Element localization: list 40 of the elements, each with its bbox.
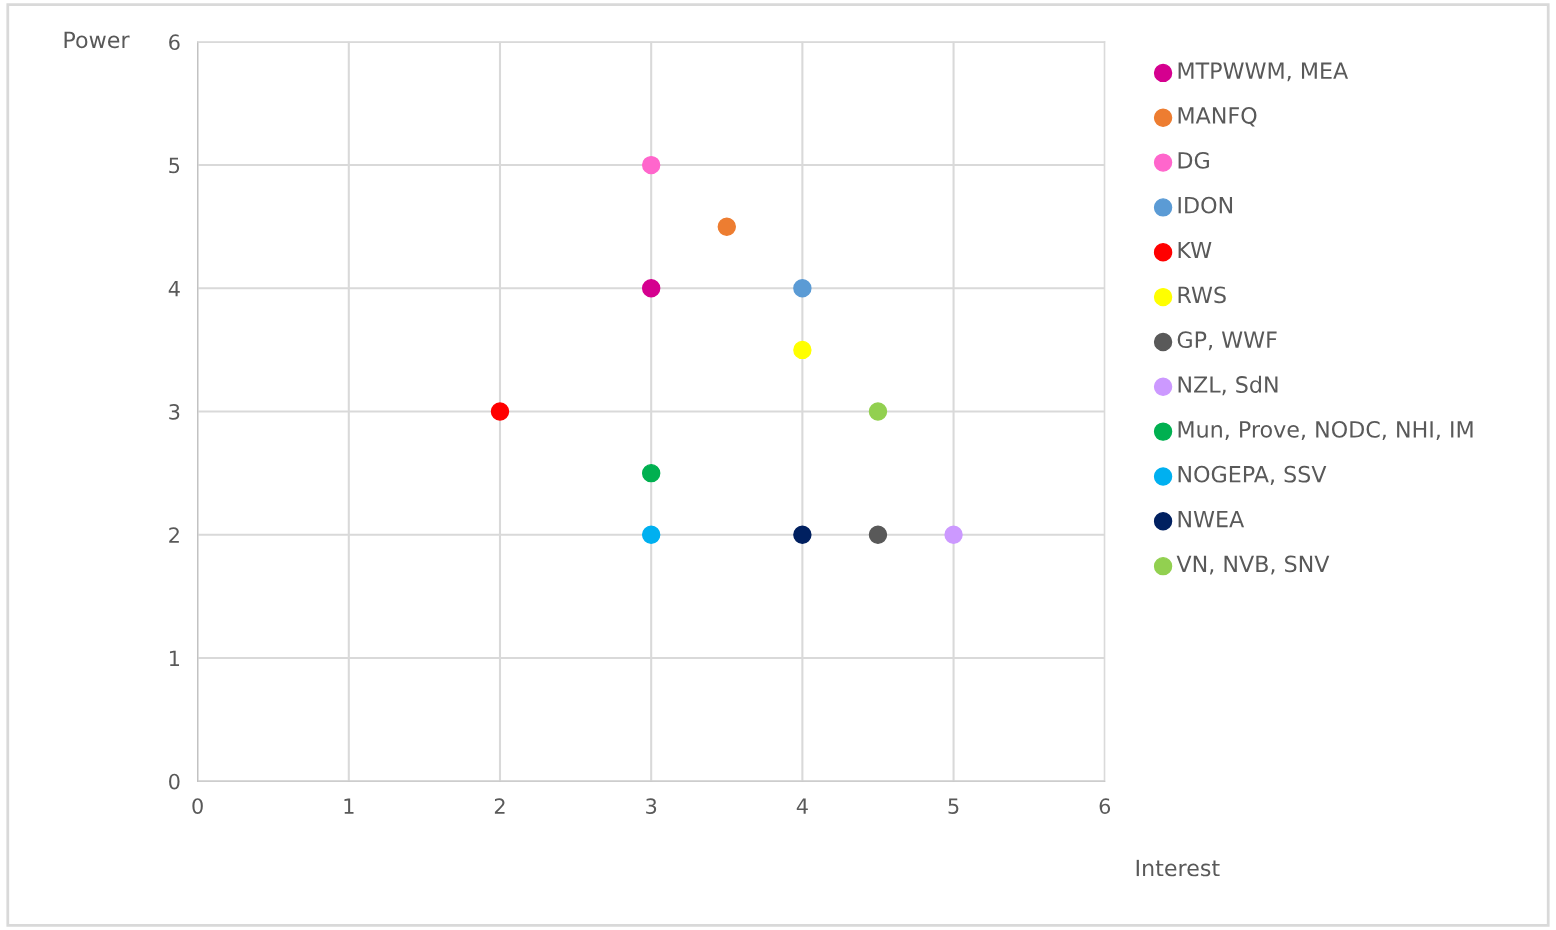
x-tick-label: 2 (494, 798, 505, 814)
point (944, 525, 963, 544)
legend-label: DG (1178, 151, 1209, 169)
y-tick-label: 1 (169, 650, 180, 666)
x-tick-label: 3 (646, 798, 657, 814)
point (868, 525, 888, 544)
legend-label: Mun, Prove, NODC, NHI, IM (1178, 420, 1473, 441)
x-tick-label: 0 (192, 798, 203, 814)
x-axis-title: Interest (1136, 859, 1220, 877)
point (490, 402, 510, 421)
point (641, 279, 661, 298)
point (641, 463, 661, 483)
legend-label: GP, WWF (1177, 331, 1277, 351)
point (641, 155, 661, 175)
y-tick-label: 3 (169, 403, 180, 420)
legend-label: MTPWWM, MEA (1178, 62, 1349, 82)
x-tick-label: 1 (344, 798, 354, 814)
y-tick-label: 5 (169, 157, 180, 174)
x-tick-label: 6 (1099, 798, 1111, 814)
point (793, 340, 812, 360)
x-tick-label: 5 (948, 798, 959, 814)
point (717, 217, 736, 236)
y-axis-title: Power (64, 31, 130, 49)
x-tick-label: 4 (796, 798, 808, 814)
y-tick-label: 0 (169, 773, 180, 790)
legend-label: IDON (1178, 196, 1233, 214)
y-tick-label: 6 (169, 34, 180, 51)
point (868, 402, 888, 421)
legend-label: NOGEPA, SSV (1178, 465, 1327, 485)
point (793, 279, 812, 298)
y-tick-label: 4 (168, 281, 180, 297)
legend-label: VN, NVB, SNV (1176, 555, 1330, 575)
legend-label: RWS (1178, 286, 1226, 304)
point (793, 525, 812, 544)
legend-label: NZL, SdN (1178, 375, 1278, 396)
legend-label: NWEA (1178, 510, 1245, 528)
legend-label: MANFQ (1178, 107, 1257, 127)
legend-label: KW (1178, 241, 1212, 259)
y-tick-label: 2 (169, 527, 179, 543)
point (641, 525, 661, 544)
